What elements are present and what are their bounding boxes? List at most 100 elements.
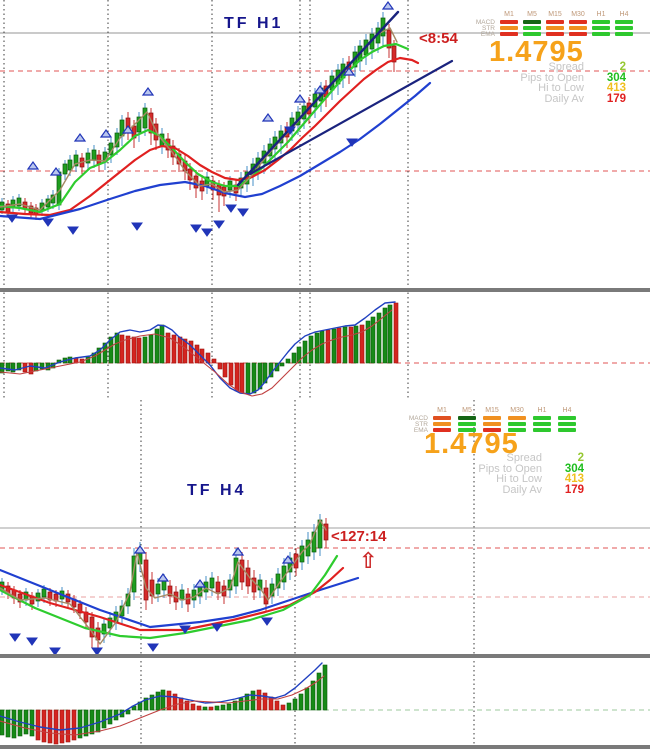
macd-bar [155,691,161,711]
macd-bar [279,362,285,367]
macd-bar [96,347,102,364]
arrow-up-icon [121,124,135,134]
stat-row-daily-av: Daily Av 179 [388,483,584,496]
ema-mid-red [0,566,345,632]
macd-bar [65,709,71,743]
candle [41,588,47,598]
signal-square-M15-STR [546,25,564,30]
signal-square-M15-EMA [483,427,501,432]
macd-bar [165,332,171,364]
arrow-down-icon [225,204,237,213]
candle [323,523,329,541]
macd-bar [131,336,137,364]
macd-bar [29,709,35,737]
signal-square-M5-EMA [458,427,476,432]
macd-bar [336,327,342,364]
arrow-down-icon [42,218,54,227]
signal-square-H1-MACD [533,415,551,420]
indicator-row-label: STR [415,420,428,428]
arrow-up-icon [281,554,295,564]
macd-bar [182,338,188,364]
arrow-up-icon [133,544,147,554]
candle [47,591,53,601]
macd-bar [23,709,29,735]
stat-value: 413 [564,473,584,485]
timeframe-column-header: H1 [596,11,606,18]
candle [119,605,125,617]
macd-bar [316,672,322,711]
stat-row-spread: Spread 2 [430,62,626,73]
stat-label: Pips to Open [520,71,584,84]
stat-value: 179 [606,92,626,105]
candle [77,603,83,614]
macd-bar [302,340,308,364]
h1-price: 1.4795 [489,36,584,68]
arrow-down-icon [261,617,273,626]
macd-bar [274,362,280,372]
stat-label: Daily Av [502,483,542,496]
macd-bar [365,320,371,364]
stat-label: Spread [506,452,542,464]
candle [107,617,113,629]
candle [155,583,161,595]
arrow-up-icon [73,132,87,142]
macd-bar [382,307,388,364]
candle [149,579,155,597]
stat-row-hi-to-low: Hi to Low 413 [388,474,584,485]
arrow-down-icon [131,222,143,231]
candle [391,45,397,63]
macd-bar [39,362,45,370]
macd-bar [47,709,53,744]
arrow-down-icon [190,224,202,233]
h4-up-arrow-icon: ⇧ [359,548,378,573]
macd-bar [319,330,325,364]
signal-square-H1-STR [533,421,551,426]
trend-line-steep [236,10,400,187]
macd-bar [143,697,149,711]
indicator-row-label: EMA [413,426,428,434]
macd-bar [108,336,114,364]
signal-square-M1-STR [500,25,518,30]
macd-bar [274,700,280,711]
macd-bar [10,362,16,373]
h4-time-annotation: <127:14 [331,528,387,545]
stat-value: 413 [606,82,626,94]
macd-bar [387,304,393,364]
macd-bar [257,362,263,390]
macd-bar [232,700,238,711]
macd-bar [188,340,194,364]
candle [386,29,392,49]
macd-bar [28,362,34,375]
macd-bar [298,693,304,711]
macd-bar [142,336,148,364]
macd-bar [348,326,354,364]
candle [67,159,73,171]
signal-square-M15-EMA [546,31,564,36]
macd-bar [291,352,297,364]
arrow-down-icon [213,220,225,229]
macd-bar [208,706,214,711]
signal-square-M30-MACD [569,19,587,24]
macd-bar [125,709,131,715]
macd-bar [292,698,298,711]
macd-bar [199,348,205,364]
ema-slow-blue [0,568,360,629]
signal-square-H4-STR [558,421,576,426]
arrow-down-icon [147,643,159,652]
stat-value: 304 [606,71,626,84]
macd-bar [393,302,399,364]
macd-bar [125,335,131,364]
arrow-up-icon [231,546,245,556]
stat-label: Hi to Low [538,82,584,94]
macd-signal-blue [0,662,323,731]
arrow-up-icon [99,128,113,138]
macd-bar [149,694,155,711]
macd-bar [77,709,83,739]
macd-bar [136,337,142,364]
signal-square-M5-MACD [458,415,476,420]
candle [233,557,239,587]
macd-bar [114,332,120,364]
signal-square-M30-EMA [569,31,587,36]
macd-bar [190,703,196,711]
